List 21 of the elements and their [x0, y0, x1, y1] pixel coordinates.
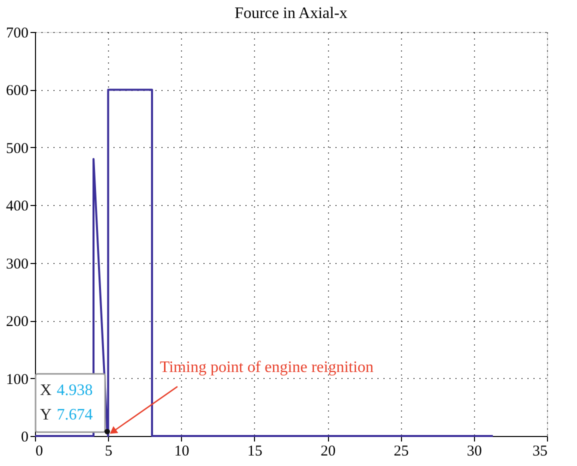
- x-tick-label: 15: [247, 444, 262, 460]
- annotation: Timing point of engine reignition: [160, 358, 374, 376]
- x-tick-label: 30: [466, 444, 482, 460]
- chart-title: Fource in Axial-x: [234, 5, 348, 22]
- y-tick-label: 100: [6, 372, 28, 388]
- y-tick-label: 500: [6, 140, 28, 157]
- y-tick-label: 700: [6, 26, 28, 42]
- x-tick-label: 35: [532, 444, 548, 460]
- x-tick-label: 10: [174, 444, 190, 460]
- annotation: Y 7.674: [40, 406, 93, 424]
- y-tick-label: 0: [21, 430, 28, 446]
- x-tick-label: 0: [36, 444, 43, 460]
- annotation: X 4.938: [40, 382, 93, 400]
- y-tick-label: 200: [6, 314, 28, 330]
- y-tick-label: 600: [6, 83, 28, 100]
- x-tick-label: 20: [320, 444, 336, 460]
- y-tick-label: 300: [6, 256, 28, 272]
- x-tick-label: 5: [104, 444, 112, 460]
- x-tick-label: 25: [394, 444, 409, 460]
- y-tick-label: 400: [6, 198, 28, 215]
- line-series: [34, 88, 494, 437]
